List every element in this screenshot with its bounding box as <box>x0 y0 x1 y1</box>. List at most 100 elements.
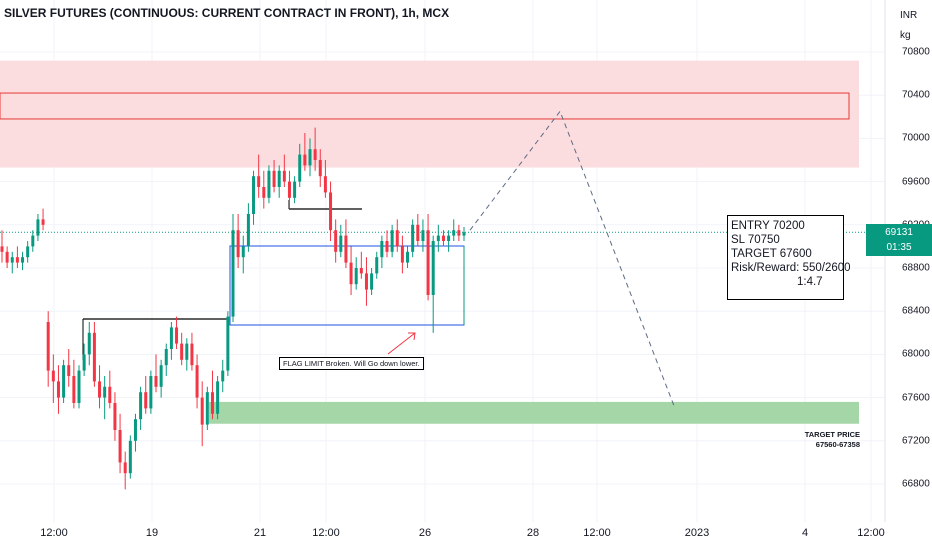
candle <box>195 354 199 409</box>
candle <box>10 251 14 274</box>
candle <box>282 154 286 187</box>
candle <box>154 354 158 393</box>
candle <box>329 181 333 241</box>
candle-body <box>144 392 148 409</box>
candle <box>149 370 153 414</box>
candle <box>82 343 86 376</box>
candle-body <box>436 235 440 241</box>
candle <box>349 246 353 295</box>
candle <box>380 235 384 268</box>
sl-text: SL 70750 <box>731 234 780 246</box>
candle <box>0 230 4 263</box>
candle <box>159 359 163 398</box>
candle <box>257 154 261 198</box>
candle <box>447 230 451 252</box>
candle <box>41 208 45 231</box>
supply-zone <box>0 60 859 168</box>
candle <box>339 224 343 258</box>
candle <box>354 257 358 290</box>
candle-body <box>293 181 297 198</box>
target-range: 67560-67358 <box>815 440 860 449</box>
candle-body <box>462 232 466 236</box>
candle-body <box>118 430 122 463</box>
candle-body <box>5 251 9 263</box>
candle-body <box>185 343 189 360</box>
candle <box>180 332 184 366</box>
candle <box>139 386 143 430</box>
candle-body <box>210 392 214 414</box>
candle <box>113 392 117 441</box>
candle <box>395 219 399 252</box>
flag-arrow-head <box>408 332 416 341</box>
candle-body <box>205 392 209 425</box>
y-tick-label: 66800 <box>902 478 930 490</box>
candle-body <box>426 230 430 295</box>
x-tick-label: 21 <box>253 527 267 539</box>
candle-body <box>318 160 322 177</box>
candle <box>334 219 338 263</box>
candle-body <box>128 440 132 474</box>
candle-body <box>441 235 445 241</box>
candle-body <box>246 214 250 247</box>
candle-body <box>21 257 25 263</box>
candle <box>190 332 194 371</box>
candle <box>98 365 102 409</box>
candle-body <box>339 235 343 252</box>
candle <box>252 170 256 225</box>
candle <box>375 251 379 279</box>
candle <box>411 219 415 258</box>
candle-body <box>241 246 245 258</box>
candle <box>390 224 394 258</box>
candle-body <box>385 241 389 252</box>
candle <box>246 203 250 252</box>
price-tag-value: 69131 <box>885 227 913 238</box>
target-label: TARGET PRICE <box>804 430 860 439</box>
candle-body <box>370 273 374 290</box>
candle-body <box>113 403 117 430</box>
candle <box>123 451 127 490</box>
price-tag-countdown: 01:35 <box>886 242 912 253</box>
y-tick-label: 67600 <box>902 392 930 404</box>
candle-body <box>164 349 168 366</box>
candle-body <box>0 246 4 252</box>
candle <box>293 176 297 204</box>
candle <box>67 349 71 387</box>
candle-body <box>216 381 220 414</box>
x-tick-label: 19 <box>145 527 159 539</box>
currency-label: INR <box>900 10 918 21</box>
candle-body <box>180 343 184 360</box>
candle <box>15 246 19 268</box>
candle <box>236 214 240 268</box>
candle <box>457 224 461 241</box>
candle-body <box>10 257 14 263</box>
candle <box>359 251 363 279</box>
candle-body <box>431 241 435 295</box>
candle <box>31 230 35 252</box>
candle <box>164 343 168 376</box>
candle-body <box>133 419 137 441</box>
resistance-box <box>0 92 850 120</box>
candle-body <box>257 176 261 187</box>
candle <box>267 165 271 204</box>
candle <box>277 165 281 198</box>
candle-body <box>390 230 394 252</box>
candle-body <box>364 273 368 290</box>
candle <box>262 170 266 209</box>
candle-body <box>62 365 66 398</box>
candle-body <box>87 332 91 355</box>
candle-body <box>380 241 384 258</box>
candle <box>21 251 25 271</box>
candle <box>36 214 40 241</box>
candle-body <box>236 230 240 258</box>
candle-body <box>421 230 425 241</box>
candle-body <box>323 176 327 193</box>
x-tick-label: 12:00 <box>312 527 340 539</box>
candle <box>5 246 9 268</box>
candle-body <box>103 386 107 398</box>
flag-note: FLAG LIMIT Broken. Will Go down lower. <box>279 357 424 370</box>
y-tick-label: 68400 <box>902 305 930 317</box>
candle-body <box>334 230 338 252</box>
target-text: TARGET 67600 <box>731 248 812 260</box>
candle <box>441 230 445 247</box>
